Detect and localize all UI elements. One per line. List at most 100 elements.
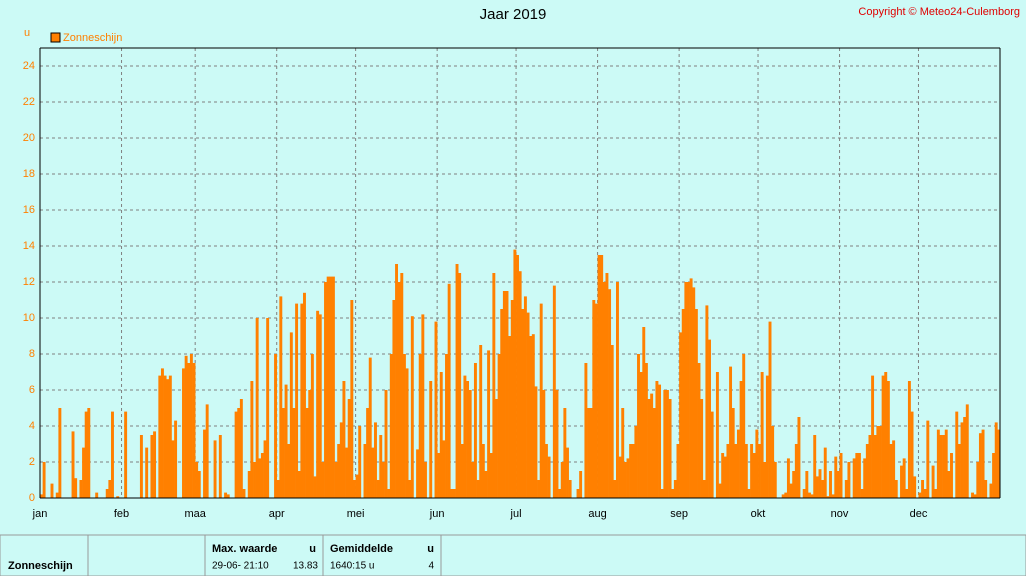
bar <box>429 381 433 498</box>
bar <box>663 390 667 498</box>
bar <box>347 399 351 498</box>
bar <box>40 494 43 498</box>
x-tick-label: nov <box>831 508 849 520</box>
bar <box>971 492 974 498</box>
bar <box>589 408 593 498</box>
bar <box>637 354 640 498</box>
bar <box>108 480 112 498</box>
bar <box>752 453 756 498</box>
bar <box>42 462 46 498</box>
bar <box>973 494 977 498</box>
bar <box>463 375 467 498</box>
bar <box>318 314 322 498</box>
bar <box>660 489 664 498</box>
bar <box>905 489 909 498</box>
bar <box>376 480 380 498</box>
bar <box>597 255 601 498</box>
bar <box>681 309 685 498</box>
bar <box>871 375 875 498</box>
bar <box>563 408 567 498</box>
bar <box>487 350 491 498</box>
bar <box>673 480 677 498</box>
bar <box>873 435 877 498</box>
bar <box>931 465 935 498</box>
bar <box>723 456 727 498</box>
bar <box>997 429 1001 498</box>
bar <box>295 303 299 498</box>
bar <box>763 462 767 498</box>
footer-label: Zonneschijn <box>8 560 73 572</box>
footer-table: Zonneschijn Max. waarde u 29-06- 21:10 1… <box>0 534 1026 576</box>
bar <box>923 489 927 498</box>
bar <box>855 453 859 498</box>
bar <box>195 462 199 498</box>
bar <box>531 334 535 498</box>
avg-unit: u <box>427 543 434 555</box>
bar <box>639 372 643 498</box>
bar <box>116 496 120 498</box>
bar <box>860 489 864 498</box>
bar <box>605 273 609 498</box>
bar <box>823 447 827 498</box>
bar <box>802 489 806 498</box>
bar <box>316 310 320 498</box>
bar <box>808 492 811 498</box>
bar <box>489 453 493 498</box>
bar <box>289 332 293 498</box>
bar <box>287 444 291 498</box>
bar <box>371 447 375 498</box>
bar <box>755 429 759 498</box>
bar <box>739 381 743 498</box>
bar <box>602 282 606 498</box>
bar <box>502 291 506 498</box>
bar <box>197 471 201 498</box>
bar <box>400 273 404 498</box>
bar <box>387 489 391 498</box>
bar <box>552 285 556 498</box>
bar <box>458 273 462 498</box>
bar <box>668 399 672 498</box>
bar <box>450 489 454 498</box>
x-tick-label: maa <box>184 508 206 520</box>
bar <box>366 408 370 498</box>
bar <box>358 426 362 498</box>
bar <box>276 480 280 498</box>
bar <box>718 483 722 498</box>
bar <box>495 399 498 498</box>
x-tick-label: aug <box>588 508 606 520</box>
bar <box>902 458 906 498</box>
bar <box>95 492 99 498</box>
bar <box>829 471 832 498</box>
bar <box>886 381 890 498</box>
bar <box>389 354 393 498</box>
bar <box>192 363 196 498</box>
bar <box>863 458 867 498</box>
y-tick-label: 16 <box>23 204 35 216</box>
bar <box>239 399 243 498</box>
bar <box>566 447 569 498</box>
bar <box>642 327 646 498</box>
bar <box>731 408 735 498</box>
bar <box>447 283 451 498</box>
bar <box>547 456 551 498</box>
bar <box>889 444 893 498</box>
bar <box>139 435 143 498</box>
bar <box>284 384 288 498</box>
bar <box>300 303 304 498</box>
bar <box>868 435 872 498</box>
bar <box>473 363 477 498</box>
bar <box>844 480 848 498</box>
bar <box>492 273 496 498</box>
max-value: 13.83 <box>293 561 318 572</box>
bar <box>292 408 296 498</box>
bar <box>274 354 278 498</box>
bar <box>944 429 948 498</box>
bar <box>437 453 441 498</box>
bar <box>831 494 835 498</box>
bar <box>508 336 512 498</box>
x-tick-label: apr <box>269 508 285 520</box>
bar <box>665 390 669 498</box>
bar <box>384 390 388 498</box>
bar <box>818 469 822 498</box>
